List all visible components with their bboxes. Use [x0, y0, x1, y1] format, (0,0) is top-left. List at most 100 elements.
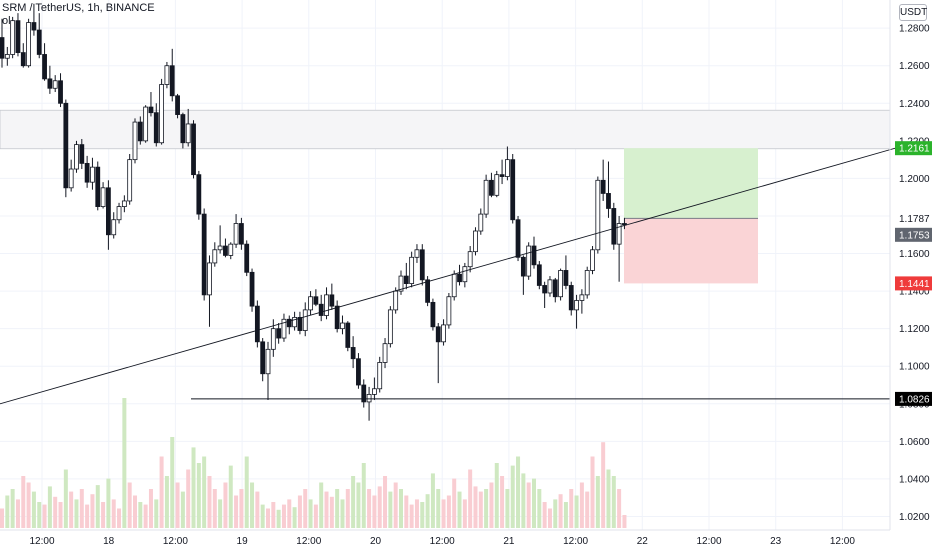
volume-bar: [388, 491, 393, 528]
volume-bar: [579, 482, 584, 528]
volume-bar: [281, 504, 286, 528]
candle-body: [100, 187, 106, 207]
candle-body: [121, 200, 127, 207]
volume-bar: [69, 491, 74, 528]
candle-body: [36, 29, 42, 55]
entry-price-label: 1.1787: [899, 214, 930, 225]
volume-bar: [510, 465, 515, 528]
target-zone: [624, 148, 758, 219]
candle-body: [499, 174, 505, 177]
candle-body: [547, 279, 553, 294]
candle-body: [281, 318, 287, 339]
volume-bar: [0, 508, 4, 528]
y-tick-label: 1.2400: [899, 99, 930, 110]
volume-bar: [436, 489, 441, 528]
volume-bar: [287, 499, 292, 528]
candle-body: [302, 309, 308, 331]
target-price-label: 1.2161: [899, 144, 930, 155]
candle-body: [446, 296, 452, 326]
candle-body: [542, 285, 548, 294]
entry-price-label-bg: [895, 211, 932, 226]
volume-bar: [239, 489, 244, 528]
candle-body: [558, 270, 563, 298]
stop-price-label: 1.1441: [899, 279, 930, 290]
y-tick-label: 1.2600: [899, 61, 930, 72]
volume-bar: [478, 491, 483, 528]
candle-body: [265, 348, 271, 375]
volume-bar: [521, 473, 526, 528]
volume-bar: [37, 502, 42, 528]
candle-body: [244, 243, 250, 273]
volume-bar: [228, 465, 233, 528]
candle-body: [419, 249, 425, 281]
candle-body: [462, 266, 468, 283]
candle-body: [403, 275, 409, 284]
candle-body: [260, 341, 266, 375]
volume-bar: [234, 495, 239, 528]
currency-unit-button[interactable]: USDT: [899, 4, 927, 21]
volume-bar: [186, 469, 191, 528]
candle-body: [531, 245, 537, 266]
candle-body: [159, 84, 165, 144]
candle-body: [276, 328, 282, 339]
candle-body: [473, 230, 478, 253]
volume-bar: [532, 478, 536, 528]
y-tick-label: 1.0400: [899, 474, 930, 485]
candle-body: [611, 208, 617, 245]
candle-body: [340, 322, 345, 330]
x-tick-label: 20: [370, 536, 382, 547]
candle-body: [270, 328, 276, 350]
volume-bar: [10, 489, 15, 528]
candle-body: [441, 324, 446, 343]
volume-bar: [324, 491, 329, 528]
volume-bar: [266, 508, 270, 528]
volume-bar: [47, 486, 52, 528]
volume-bar: [393, 482, 398, 528]
candle-body: [536, 264, 542, 286]
volume-bar: [473, 486, 478, 528]
volume-bar: [574, 495, 579, 528]
volume-bar: [180, 491, 185, 528]
candle-body: [377, 362, 383, 390]
candle-body: [137, 121, 143, 142]
volume-bar: [351, 476, 356, 528]
volume-bar: [489, 482, 494, 528]
indicator-label: ol: [2, 15, 11, 27]
volume-bar: [79, 489, 84, 528]
volume-bar: [537, 489, 542, 528]
volume-bar: [223, 482, 228, 528]
candle-body: [201, 213, 207, 296]
candle-body: [563, 270, 569, 286]
volume-bar: [42, 504, 47, 528]
candle-body: [74, 144, 79, 170]
candle-body: [494, 174, 500, 196]
x-tick-label: 12:00: [29, 536, 54, 547]
volume-bar: [446, 495, 451, 528]
candle-body: [356, 358, 361, 386]
volume-bar: [606, 469, 611, 528]
candle-body: [143, 106, 149, 142]
volume-bar: [127, 482, 132, 528]
candle-body: [345, 322, 351, 348]
y-tick-label: 1.0600: [899, 437, 930, 448]
volume-bar: [452, 478, 457, 528]
candle-body: [185, 123, 191, 144]
support-price-label-bg: [895, 391, 932, 406]
candle-body: [153, 112, 159, 144]
candle-body: [20, 52, 26, 67]
y-tick-label: 1.1000: [899, 362, 930, 373]
candle-body: [393, 290, 399, 311]
volume-bar: [367, 489, 372, 528]
candle-body: [451, 273, 457, 298]
volume-bar: [170, 437, 175, 528]
candle-body: [350, 347, 356, 360]
volume-bar: [154, 499, 159, 528]
volume-bar: [617, 489, 622, 528]
x-tick-label: 19: [237, 536, 249, 547]
volume-bar: [260, 504, 265, 528]
volume-bar: [133, 495, 137, 528]
volume-bar: [15, 499, 20, 528]
volume-bar: [414, 499, 419, 528]
volume-bar: [244, 456, 249, 528]
